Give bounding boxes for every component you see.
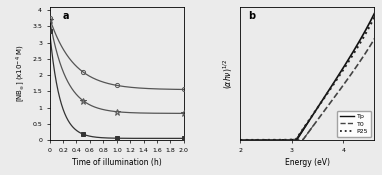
Y-axis label: $(αhν)^{1/2}$: $(αhν)^{1/2}$: [221, 58, 235, 89]
Text: a: a: [63, 11, 70, 21]
X-axis label: Time of illumination (h): Time of illumination (h): [72, 158, 162, 167]
Y-axis label: [NB$_{\infty}$] (x10$^{-4}$ M): [NB$_{\infty}$] (x10$^{-4}$ M): [14, 45, 27, 102]
Text: b: b: [248, 11, 255, 21]
Legend: Tp, T0, P25: Tp, T0, P25: [337, 111, 371, 137]
X-axis label: Energy (eV): Energy (eV): [285, 158, 330, 167]
